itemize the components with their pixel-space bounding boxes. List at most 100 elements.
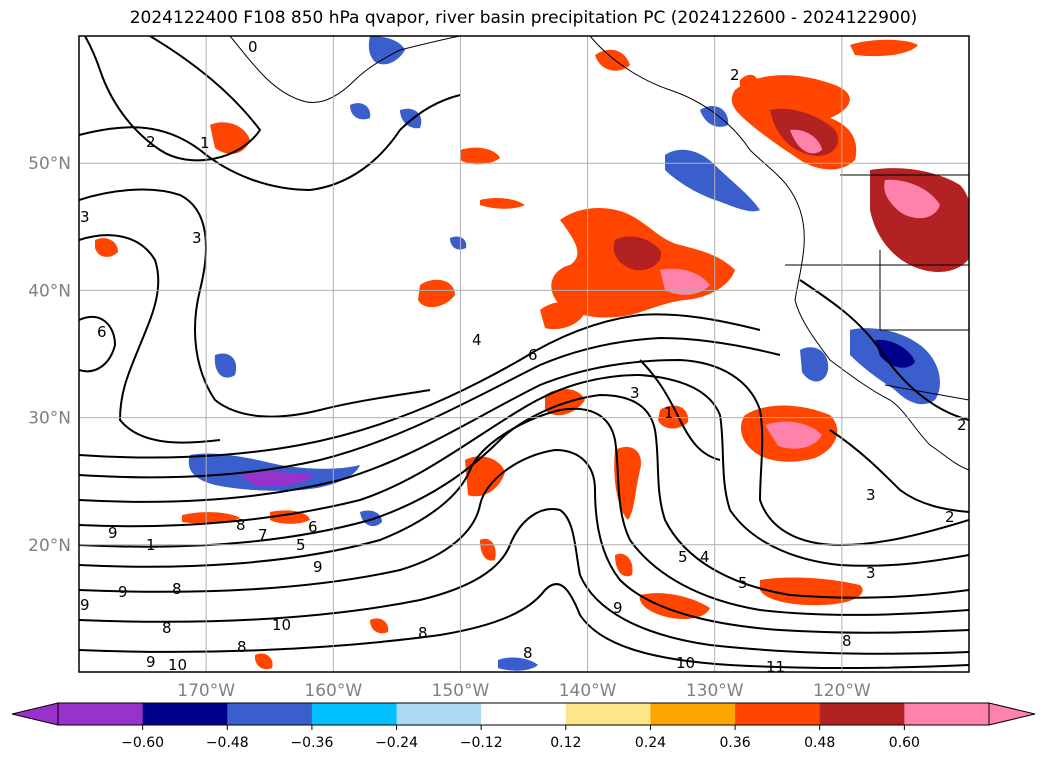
contour-label: 9 [146,653,156,671]
contour-label: 7 [258,526,268,544]
precip-patch [660,268,710,295]
lon-tick-label: 150°W [432,681,490,701]
contour-line [79,407,969,616]
precip-patch [790,129,822,154]
contour-label: 8 [523,644,533,662]
precip-patch [875,339,915,368]
colorbar-tick-label: 0.60 [889,735,920,751]
lon-tick-label: 170°W [177,681,235,701]
precip-patch [270,510,310,524]
contour-line [79,583,969,670]
precip-patch [613,236,661,271]
colorbar-tick-label: 0.24 [635,735,666,751]
contour-line [79,448,969,634]
contour-line [79,508,969,655]
precip-patch [210,122,250,154]
precip-patch [884,179,940,219]
precip-patch [182,512,240,524]
precip-patch [614,446,641,520]
colorbar-swatch [650,703,736,725]
contour-label: 6 [308,518,318,536]
precip-patch [368,36,405,65]
contour-label: 3 [866,486,876,504]
precip-patch [850,39,918,57]
precip-patch [700,105,729,127]
contour-line [639,359,721,461]
precip-patch [450,236,467,250]
longitude-labels: 170°W 160°W 150°W 140°W 130°W 120°W [177,681,871,701]
contour-label: 10 [676,654,695,672]
contour-line [79,313,761,459]
contour-label: 10 [272,616,291,634]
qvapor-contours [79,36,969,670]
plot-title: 2024122400 F108 850 hPa qvapor, river ba… [129,8,918,28]
precip-patch [350,103,371,120]
contour-line [79,234,221,444]
border-line [884,384,969,401]
colorbar-extend-low [11,702,59,726]
contour-label: 9 [80,596,90,614]
coastline [589,36,969,471]
colorbar-tick-label: 0.36 [720,735,751,751]
colorbar-tick-label: −0.60 [121,735,164,751]
contour-label: 3 [80,208,90,226]
contour-label: 6 [528,346,538,364]
colorbar-swatch [481,703,567,725]
coastline [229,36,461,103]
precip-patch [615,553,633,577]
colorbar-swatch [735,703,821,725]
colorbar-swatch [904,703,990,725]
contour-label: 1 [200,134,210,152]
colorbar-tick-label: 0.48 [804,735,835,751]
precip-patch [595,49,630,71]
precip-patch [370,618,389,634]
colorbar-swatch [396,703,482,725]
precip-patch [240,471,315,487]
contour-label: 8 [172,580,182,598]
lat-tick-label: 50°N [28,154,71,174]
precip-patch [400,108,422,129]
contour-label: 2 [730,66,740,84]
contour-line [79,315,117,373]
contour-line [79,393,969,599]
contour-label: 5 [678,548,688,566]
contour-label: 10 [168,656,187,674]
lon-tick-label: 130°W [686,681,744,701]
lon-tick-label: 120°W [813,681,871,701]
contour-line [79,336,781,479]
colorbar: −0.60 −0.48 −0.36 −0.24 −0.12 0.12 0.24 0.36 0.4… [11,702,1036,751]
contour-label: 8 [162,619,172,637]
colorbar-tick-label: −0.36 [290,735,333,751]
contour-label: 4 [700,548,710,566]
precip-patch [639,593,710,620]
contour-label: 2 [957,416,967,434]
contour-label: 9 [108,524,118,542]
contour-line [79,188,431,418]
contour-label: 1 [664,404,674,422]
colorbar-tick-label: −0.48 [206,735,249,751]
contour-label: 9 [313,558,323,576]
precip-patch [665,149,760,212]
contour-label: 1 [146,536,156,554]
colorbar-outline [57,702,990,726]
colorbar-swatch [565,703,651,725]
lat-tick-label: 30°N [28,409,71,429]
colorbar-tick-label: −0.12 [460,735,503,751]
precip-patch [254,653,273,670]
contour-line [829,429,969,513]
contour-label: 3 [630,384,640,402]
latitude-labels: 50°N 40°N 30°N 20°N [28,154,71,556]
contour-line [79,358,969,547]
precip-patch [480,197,525,209]
contour-label: 5 [738,574,748,592]
lon-tick-label: 140°W [559,681,617,701]
coastlines [229,36,969,471]
contour-labels: 0 2 1 3 3 6 4 6 2 3 1 9 8 7 6 5 1 9 9 8 … [80,38,967,676]
precip-patch [214,353,237,378]
contour-label: 0 [248,38,258,56]
contour-label: 8 [236,516,246,534]
contour-label: 2 [146,133,156,151]
contour-label: 9 [118,583,128,601]
contour-label: 5 [296,536,306,554]
